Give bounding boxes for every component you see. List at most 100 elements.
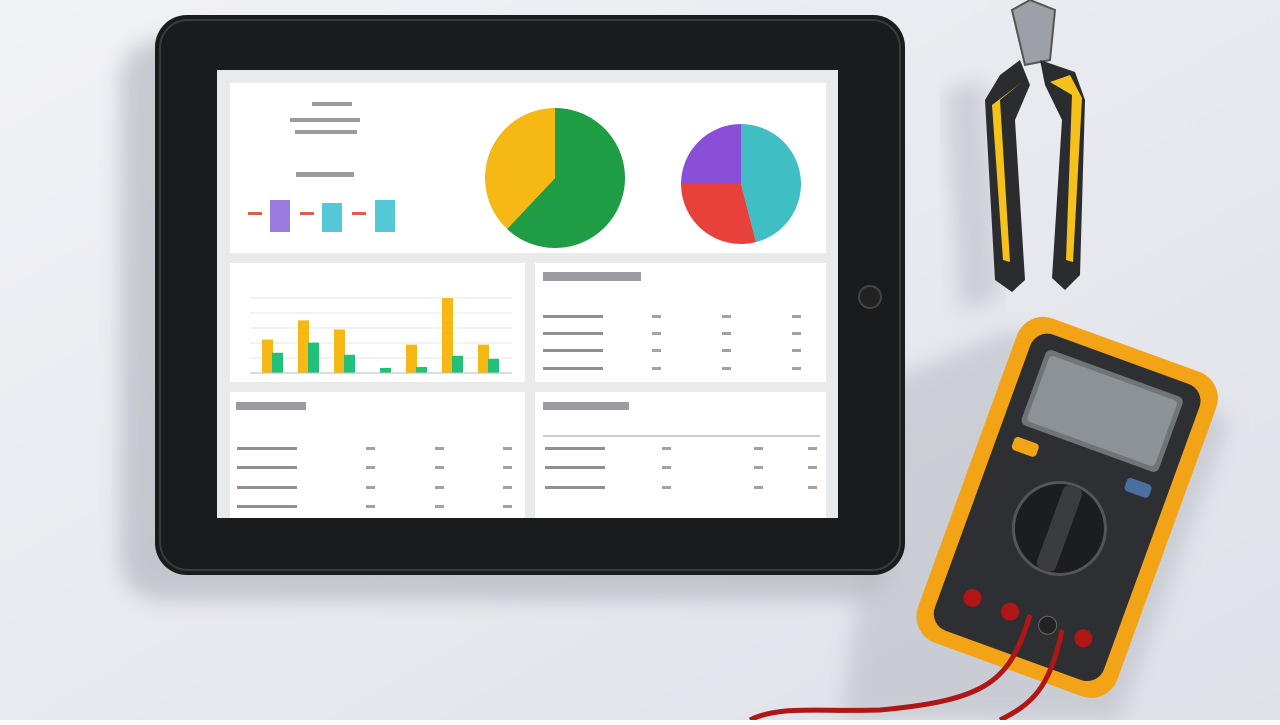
bar <box>262 339 273 373</box>
bar <box>308 342 319 373</box>
pie-slice <box>485 108 555 230</box>
text-line <box>652 332 661 335</box>
text-line <box>296 172 354 177</box>
probe-lead <box>998 629 1065 723</box>
bar <box>334 329 345 373</box>
bar <box>452 355 463 373</box>
pie-slice <box>507 108 625 249</box>
text-line <box>237 447 297 450</box>
pie-slice <box>681 124 741 184</box>
text-line <box>236 402 306 410</box>
mini-bar <box>270 200 290 232</box>
jack <box>963 588 982 607</box>
bar <box>380 367 391 373</box>
text-line <box>543 402 629 410</box>
home-button[interactable] <box>858 285 882 309</box>
text-line <box>295 130 357 134</box>
probe-lead <box>748 614 1033 723</box>
pliers <box>985 0 1085 292</box>
pliers-grip <box>1050 75 1082 262</box>
meter-button[interactable] <box>1123 477 1152 499</box>
text-line <box>543 315 603 318</box>
text-line <box>754 466 763 469</box>
panel <box>535 392 826 518</box>
text-line <box>652 315 661 318</box>
text-line <box>722 349 731 352</box>
text-line <box>662 466 671 469</box>
text-line <box>792 349 801 352</box>
text-line <box>792 315 801 318</box>
panel <box>230 392 525 518</box>
mini-bar <box>248 212 262 215</box>
text-line <box>237 505 297 508</box>
text-line <box>808 486 817 489</box>
mini-bar <box>300 212 314 215</box>
text-line <box>503 447 512 450</box>
text-line <box>792 332 801 335</box>
text-line <box>722 332 731 335</box>
text-line <box>722 315 731 318</box>
text-line <box>435 447 444 450</box>
text-line <box>722 367 731 370</box>
bar <box>406 344 417 373</box>
text-line <box>754 486 763 489</box>
mini-bar <box>322 203 342 232</box>
text-line <box>662 486 671 489</box>
text-line <box>435 486 444 489</box>
bar <box>272 352 283 373</box>
bar <box>478 344 489 373</box>
text-line <box>543 367 603 370</box>
jack <box>1038 615 1058 635</box>
pie-slice <box>741 124 802 243</box>
tablet-edge <box>159 19 901 571</box>
text-line <box>754 447 763 450</box>
meter-lcd <box>1027 356 1177 467</box>
panel <box>535 263 826 382</box>
text-line <box>545 447 605 450</box>
text-line <box>435 466 444 469</box>
mini-chart <box>248 200 395 232</box>
text-line <box>545 466 605 469</box>
text-line <box>312 102 352 106</box>
text-line <box>503 466 512 469</box>
bar <box>442 298 453 373</box>
pliers-jaw <box>1010 0 1057 67</box>
text-line <box>503 505 512 508</box>
table-rows <box>237 315 820 508</box>
text-line <box>808 447 817 450</box>
mini-bar <box>375 200 395 232</box>
text-line <box>435 505 444 508</box>
text-line <box>366 466 375 469</box>
bar <box>416 366 427 373</box>
mini-bar <box>352 212 366 215</box>
text-line <box>366 447 375 450</box>
text-line <box>808 466 817 469</box>
text-line <box>366 505 375 508</box>
text-line <box>652 367 661 370</box>
text-line <box>652 349 661 352</box>
text-line <box>545 486 605 489</box>
meter-button[interactable] <box>1011 436 1040 458</box>
pliers-shadow <box>945 80 1000 310</box>
text-line <box>237 486 297 489</box>
jack <box>1001 602 1020 621</box>
text-line <box>290 118 360 122</box>
text-line <box>237 466 297 469</box>
text-line <box>543 332 603 335</box>
jack <box>1074 629 1093 648</box>
bar <box>298 320 309 373</box>
text-line <box>503 486 512 489</box>
meter-knob <box>1036 485 1083 572</box>
pliers-grip <box>992 82 1022 262</box>
text-lines <box>236 102 641 410</box>
text-line <box>662 447 671 450</box>
text-line <box>543 349 603 352</box>
text-line <box>792 367 801 370</box>
text-line <box>543 272 641 281</box>
bar <box>488 358 499 373</box>
multimeter <box>916 316 1218 698</box>
text-line <box>366 486 375 489</box>
bar <box>344 354 355 373</box>
